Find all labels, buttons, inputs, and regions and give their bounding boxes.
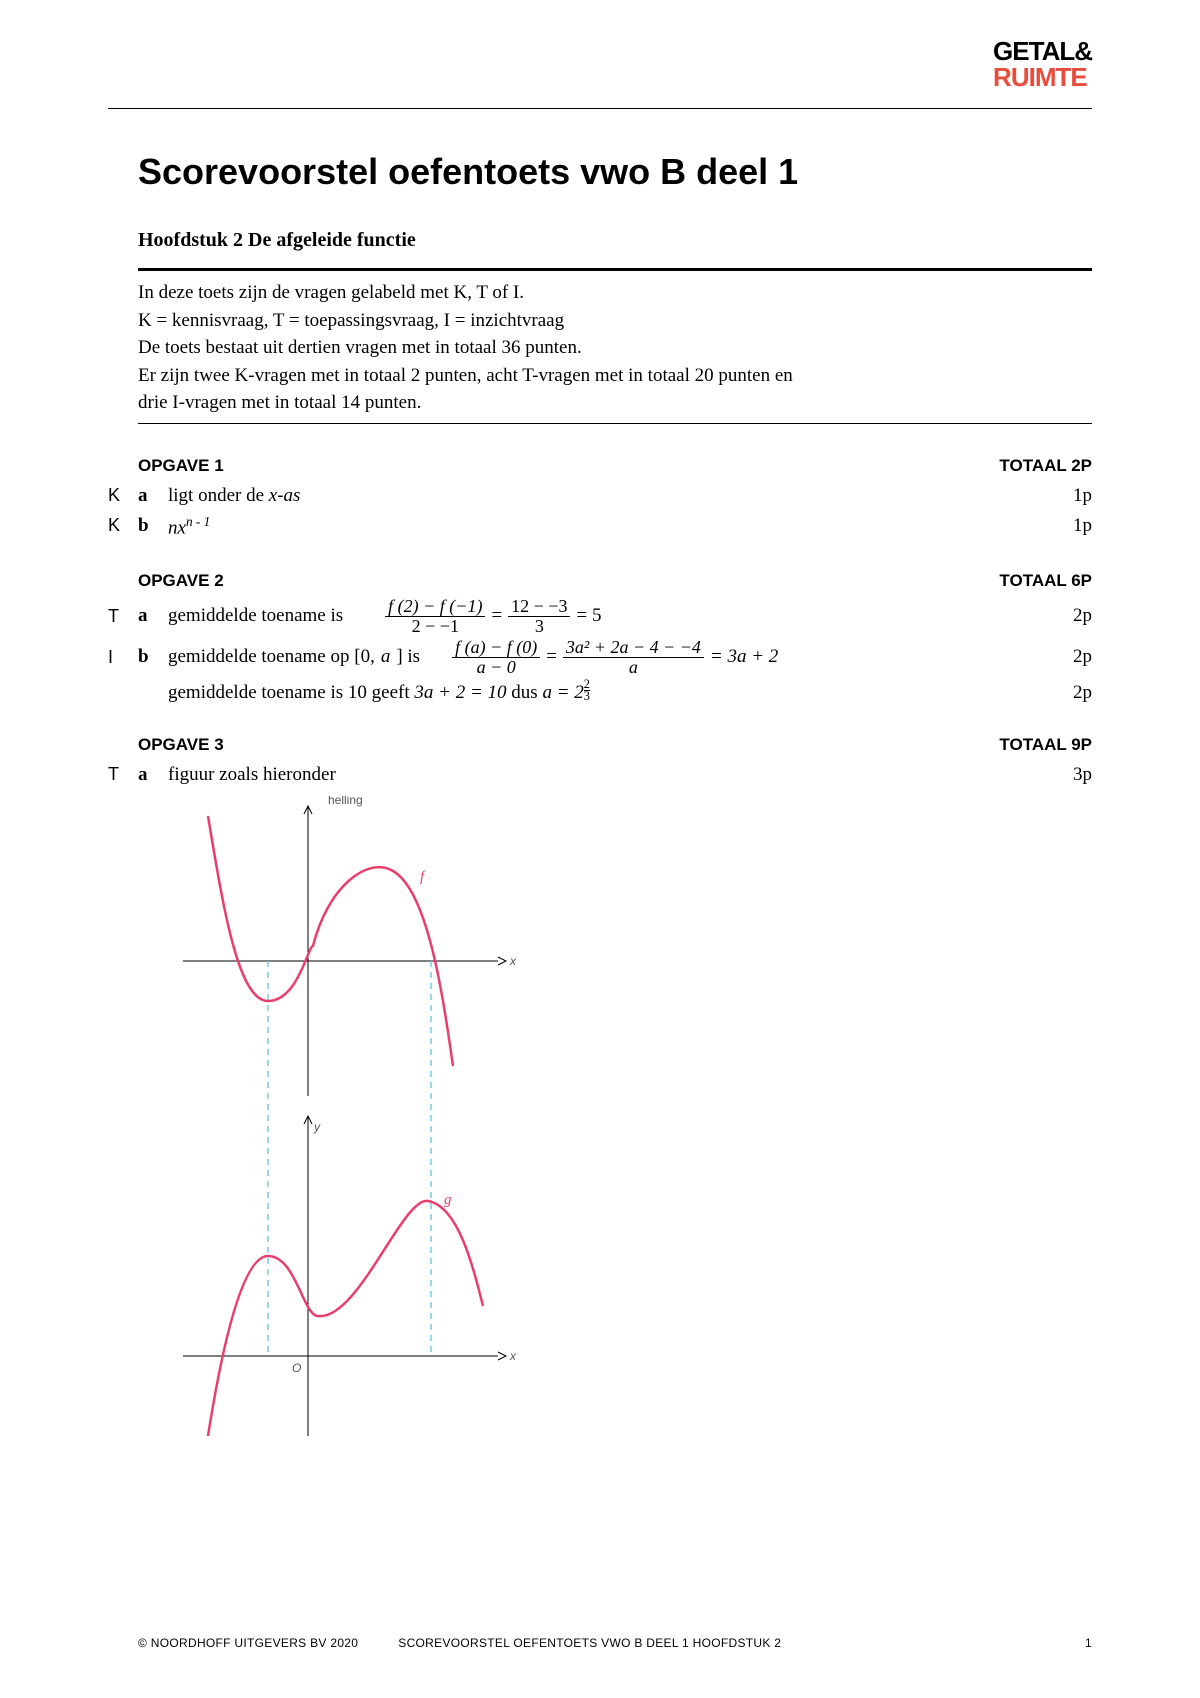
points: 2p bbox=[1052, 602, 1092, 631]
points: 3p bbox=[1052, 761, 1092, 790]
answer-text: gemiddelde toename op [0, a] is f (a) − … bbox=[168, 638, 1052, 677]
intro-line: De toets bestaat uit dertien vragen met … bbox=[138, 334, 1092, 362]
opgave-total: TOTAAL 6P bbox=[999, 571, 1092, 591]
logo-line2: RUIMTE bbox=[993, 64, 1092, 90]
svg-text:helling: helling bbox=[328, 796, 363, 807]
footer-copyright: © NOORDHOFF UITGEVERS BV 2020 bbox=[138, 1636, 358, 1650]
opgave-title: OPGAVE 3 bbox=[138, 735, 999, 755]
page-footer: © NOORDHOFF UITGEVERS BV 2020 SCOREVOORS… bbox=[138, 1636, 1092, 1650]
svg-text:x: x bbox=[509, 954, 517, 968]
svg-text:O: O bbox=[292, 1361, 301, 1375]
graph-svg: helling x f y x Og bbox=[168, 796, 568, 1436]
intro-line: Er zijn twee K-vragen met in totaal 2 pu… bbox=[138, 362, 1092, 390]
opgave-header: OPGAVE 2 TOTAAL 6P bbox=[138, 571, 1092, 591]
opgave-1: OPGAVE 1 TOTAAL 2P K a ligt onder de x-a… bbox=[108, 456, 1092, 543]
item-row: I b gemiddelde toename op [0, a] is f (a… bbox=[108, 638, 1092, 677]
answer-text: nxn - 1 bbox=[168, 512, 1052, 543]
svg-text:g: g bbox=[444, 1192, 452, 1208]
answer-text: ligt onder de x-as bbox=[168, 482, 1052, 511]
graph-figure: helling x f y x Og bbox=[168, 796, 1092, 1441]
thick-rule bbox=[138, 268, 1092, 271]
points: 1p bbox=[1052, 482, 1092, 511]
footer-page-number: 1 bbox=[1085, 1636, 1092, 1650]
item-row: K b nxn - 1 1p bbox=[108, 512, 1092, 543]
answer-text: figuur zoals hieronder bbox=[168, 761, 1052, 790]
svg-text:y: y bbox=[313, 1120, 321, 1134]
intro-line: drie I-vragen met in totaal 14 punten. bbox=[138, 389, 1092, 417]
chapter-subtitle: Hoofdstuk 2 De afgeleide functie bbox=[138, 229, 1092, 252]
subletter: a bbox=[138, 761, 168, 790]
svg-text:x: x bbox=[509, 1349, 517, 1363]
intro-line: K = kennisvraag, T = toepassingsvraag, I… bbox=[138, 307, 1092, 335]
logo-line1: GETAL& bbox=[993, 38, 1092, 64]
points: 2p bbox=[1052, 643, 1092, 672]
opgave-header: OPGAVE 3 TOTAAL 9P bbox=[138, 735, 1092, 755]
opgave-total: TOTAAL 2P bbox=[999, 456, 1092, 476]
subletter: b bbox=[138, 512, 168, 541]
answer-text: gemiddelde toename is f (2) − f (−1)2 − … bbox=[168, 597, 1052, 636]
tag: T bbox=[108, 761, 138, 788]
subletter: a bbox=[138, 482, 168, 511]
tag: T bbox=[108, 603, 138, 630]
subletter: a bbox=[138, 602, 168, 631]
opgave-2: OPGAVE 2 TOTAAL 6P T a gemiddelde toenam… bbox=[108, 571, 1092, 707]
opgave-header: OPGAVE 1 TOTAAL 2P bbox=[138, 456, 1092, 476]
answer-text: gemiddelde toename is 10 geeft 3a + 2 = … bbox=[168, 679, 1052, 708]
opgave-title: OPGAVE 2 bbox=[138, 571, 999, 591]
item-row: K a ligt onder de x-as 1p bbox=[108, 482, 1092, 511]
tag: K bbox=[108, 482, 138, 509]
intro-line: In deze toets zijn de vragen gelabeld me… bbox=[138, 279, 1092, 307]
points: 2p bbox=[1052, 679, 1092, 708]
footer-title: SCOREVOORSTEL OEFENTOETS VWO B DEEL 1 HO… bbox=[398, 1636, 1085, 1650]
intro-block: In deze toets zijn de vragen gelabeld me… bbox=[138, 279, 1092, 424]
points: 1p bbox=[1052, 512, 1092, 541]
item-row: gemiddelde toename is 10 geeft 3a + 2 = … bbox=[108, 679, 1092, 708]
opgave-total: TOTAAL 9P bbox=[999, 735, 1092, 755]
page: GETAL& RUIMTE Scorevoorstel oefentoets v… bbox=[0, 0, 1200, 1698]
svg-text:f: f bbox=[420, 869, 426, 885]
subletter: b bbox=[138, 643, 168, 672]
opgave-3: OPGAVE 3 TOTAAL 9P T a figuur zoals hier… bbox=[108, 735, 1092, 1441]
item-row: T a figuur zoals hieronder 3p bbox=[108, 761, 1092, 790]
tag: K bbox=[108, 512, 138, 539]
opgave-title: OPGAVE 1 bbox=[138, 456, 999, 476]
tag: I bbox=[108, 644, 138, 671]
item-row: T a gemiddelde toename is f (2) − f (−1)… bbox=[108, 597, 1092, 636]
header-rule bbox=[108, 108, 1092, 109]
brand-logo: GETAL& RUIMTE bbox=[993, 38, 1092, 90]
page-title: Scorevoorstel oefentoets vwo B deel 1 bbox=[138, 151, 1092, 193]
